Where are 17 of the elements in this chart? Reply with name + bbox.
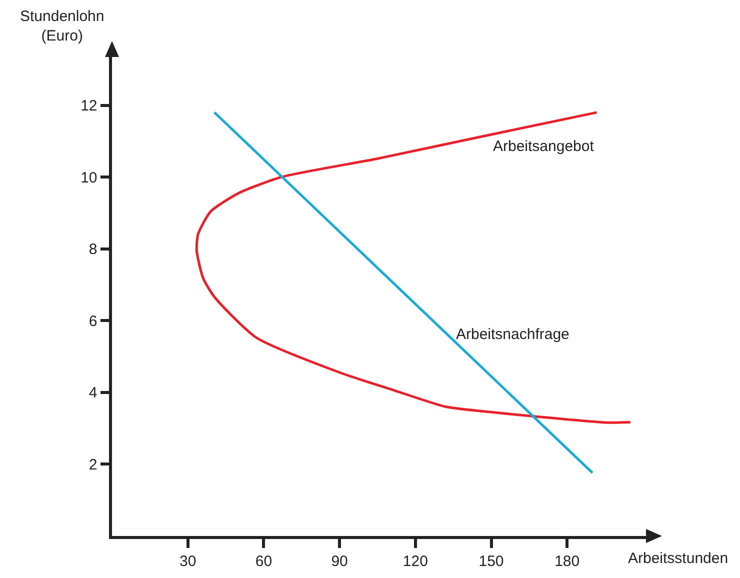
- series-label: Arbeitsangebot: [493, 138, 595, 155]
- y-tick-label: 10: [80, 169, 98, 186]
- y-tick-label: 4: [88, 384, 98, 402]
- x-axis-title: Arbeitsstunden: [628, 550, 728, 567]
- line-series: [195, 111, 632, 424]
- series-label: Arbeitsnachfrage: [456, 326, 570, 343]
- x-tick-label: 150: [478, 552, 504, 570]
- x-tick-label: 60: [255, 552, 272, 570]
- y-tick-label: 8: [88, 241, 98, 258]
- x-tick-label: 180: [554, 552, 580, 570]
- x-tick-label: 30: [180, 552, 196, 570]
- x-tick-label: 90: [331, 552, 348, 570]
- y-tick-label: 12: [80, 98, 98, 114]
- y-tick-label: 2: [88, 456, 98, 474]
- x-tick-label: 120: [402, 552, 428, 570]
- y-axis-title: Stundenlohn (Euro): [20, 8, 104, 44]
- y-tick-label: 6: [88, 312, 98, 330]
